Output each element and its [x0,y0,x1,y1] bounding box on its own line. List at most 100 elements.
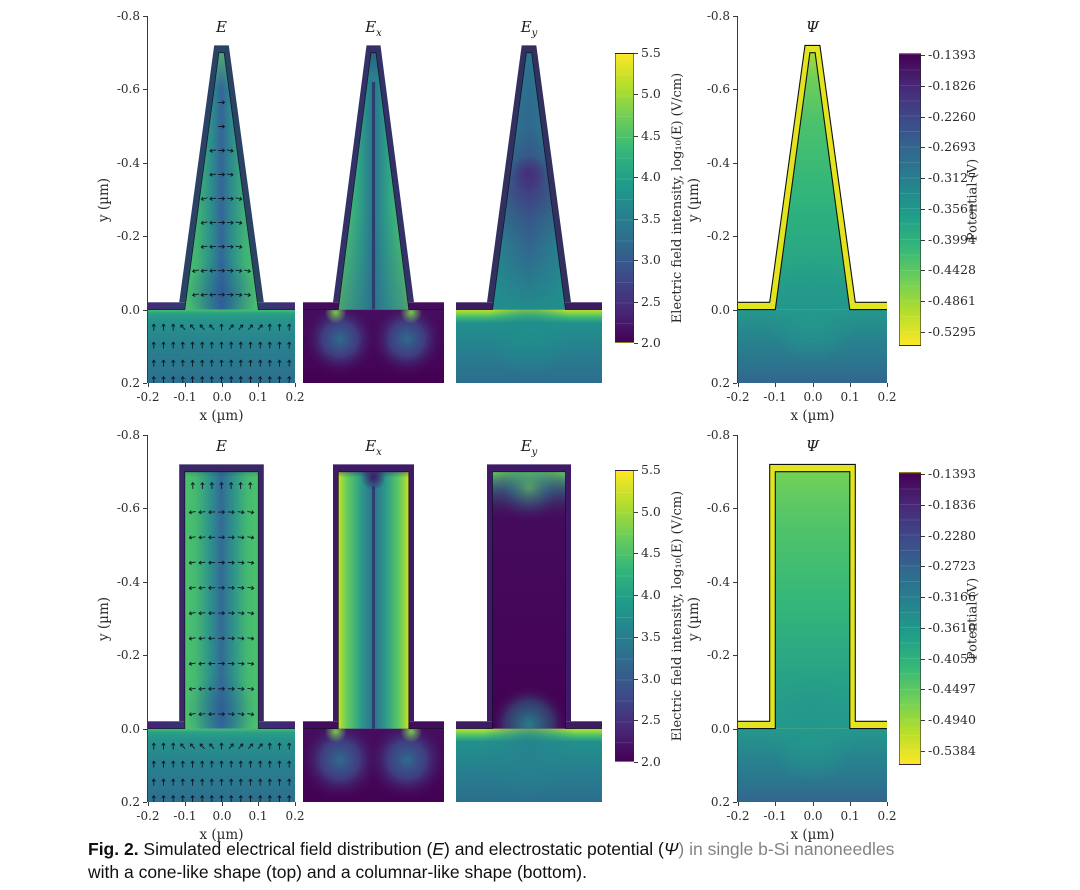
colorbar-tick-label: -0.1393 [928,466,976,481]
colorbar-tick [634,679,638,680]
colorbar-tick-label: -0.3561 [928,201,976,216]
colorbar-tick [634,470,638,471]
x-tick [738,383,739,387]
panel-title-symbol: E [365,18,377,36]
colorbar-tick [634,177,638,178]
y-axis-spine [147,16,148,383]
colorbar-tick-label: 5.0 [641,504,661,519]
y-tick-label: -0.6 [116,82,140,96]
colorbar-tick [634,219,638,220]
panel-psi-cone [738,16,887,383]
colorbar-tick [634,302,638,303]
colorbar-tick-label: -0.4428 [928,262,976,277]
y-tick [143,802,147,803]
panel-title-symbol: E [365,437,377,455]
x-tick-label: 0.1 [840,809,860,823]
colorbar-tick-label: 5.0 [641,86,661,101]
colorbar-tick [634,343,638,344]
colorbar-label-efield: Electric field intensity, log₁₀(E) (V/cm… [670,72,685,324]
panel-title-psi: Ψ [738,437,887,455]
y-axis-label: y (µm) [96,596,112,641]
x-tick-label: 0.2 [877,390,897,404]
panel-title-symbol: E [216,437,227,455]
y-tick-label: 0.0 [710,722,730,736]
contour-plot-ex [303,45,444,383]
x-tick-label: -0.1 [173,809,197,823]
panel-ex-cone [303,16,444,383]
colorbar-tick [921,505,925,506]
contour-plot-psi [738,463,887,802]
y-axis-spine [737,16,738,383]
colorbar-tick [634,94,638,95]
panel-title-e: E [148,18,295,36]
colorbar-tick-label: -0.1826 [928,78,976,93]
x-tick [185,383,186,387]
colorbar-tick [634,762,638,763]
colorbar-tick-label: 4.0 [641,587,661,602]
colorbar-label-potential_bottom: Potential (V) [965,577,981,661]
colorbar-tick-label: 4.0 [641,169,661,184]
y-tick-label: 0.2 [710,795,730,809]
panel-title-ex: Ex [303,437,444,458]
contour-plot-ey [456,45,602,383]
panel-title-subscript: x [376,28,382,39]
colorbar-label-efield: Electric field intensity, log₁₀(E) (V/cm… [670,490,685,742]
y-tick [143,163,147,164]
caption-symbol-psi: Ψ [663,839,679,859]
quiver-arrows-interior [188,482,255,717]
colorbar-tick-label: 2.5 [641,294,661,309]
colorbar-tick-label: 3.0 [641,671,661,686]
colorbar-tick-label: -0.2693 [928,139,976,154]
x-axis-label: x (µm) [199,408,244,424]
x-tick [222,802,223,806]
colorbar-tick-label: -0.1393 [928,47,976,62]
colorbar-tick [921,301,925,302]
colorbar-tick [634,595,638,596]
contour-plot-e [148,45,295,384]
colorbar-tick-label: 5.5 [641,462,661,477]
y-tick-label: 0.0 [710,303,730,317]
x-tick-label: 0.1 [248,390,268,404]
colorbar-tick [921,55,925,56]
x-tick [295,802,296,806]
x-tick-label: 0.1 [248,809,268,823]
caption-text-2: ) and electrostatic potential ( [444,839,664,859]
caption-line-2: with a cone-like shape (top) and a colum… [88,862,587,883]
panel-title-subscript: y [531,28,538,39]
y-tick-label: -0.4 [706,156,730,170]
colorbar-tick-label: 2.5 [641,712,661,727]
panel-title-subscript: x [376,447,382,458]
caption-text-faded: ) in single b-Si nanoneedles [678,839,895,859]
colorbar-efield [615,53,634,343]
colorbar-tick-label: -0.1836 [928,497,976,512]
y-axis-spine [737,435,738,802]
panel-title-subscript: y [531,447,538,458]
colorbar-tick [634,553,638,554]
colorbar-tick [921,566,925,567]
contour-plot-ey [456,464,602,802]
colorbar-tick [921,147,925,148]
colorbar-tick-label: 3.5 [641,629,661,644]
x-tick-label: 0.2 [285,809,305,823]
colorbar-tick [634,512,638,513]
x-axis-label: x (µm) [790,827,835,843]
x-axis-label: x (µm) [199,827,244,843]
colorbar-tick [634,260,638,261]
colorbar-tick [634,637,638,638]
y-tick [733,729,737,730]
colorbar-tick [921,209,925,210]
quiver-arrows-substrate [151,323,292,384]
y-tick [143,655,147,656]
contour-plot-ex [303,464,444,802]
colorbar-tick-label: 2.0 [641,754,661,769]
colorbar-tick [921,474,925,475]
panel-title-symbol: Ψ [805,437,820,455]
y-tick-label: -0.2 [706,648,730,662]
y-tick-label: -0.8 [706,428,730,442]
y-tick [733,236,737,237]
x-tick-label: -0.1 [763,390,787,404]
x-tick [813,383,814,387]
colorbar-tick-label: -0.2260 [928,109,976,124]
colorbar-tick-label: -0.3127 [928,170,976,185]
